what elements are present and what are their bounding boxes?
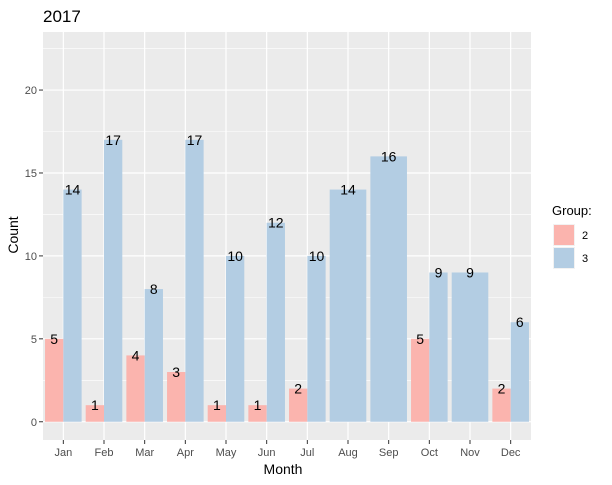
y-tick-label: 0 [31, 417, 37, 429]
bar-nov-group-3 [451, 272, 489, 422]
bar-value-label: 6 [516, 314, 524, 330]
y-axis-title: Count [5, 216, 21, 253]
x-tick-label: Jan [54, 447, 72, 459]
x-tick-label: May [216, 447, 237, 459]
bar-dec-group-3 [510, 322, 529, 422]
x-tick-label: Sep [379, 447, 399, 459]
x-tick-label: Jul [300, 447, 314, 459]
legend-label: 2 [582, 230, 588, 242]
bar-sep-group-3 [370, 156, 407, 422]
bar-jun-group-3 [266, 222, 285, 422]
bar-jul-group-3 [307, 255, 326, 422]
legend-title: Group: [552, 203, 592, 218]
bar-oct-group-3 [429, 272, 448, 422]
bar-value-label: 9 [466, 264, 474, 280]
bar-apr-group-2 [167, 372, 186, 422]
bar-value-label: 1 [254, 397, 262, 413]
bar-dec-group-2 [492, 388, 511, 422]
bar-labels: 5 14 1 17 4 8 3 17 1 10 1 12 2 10 14 16 5 9 9 2 6 [50, 132, 524, 413]
bar-value-label: 8 [150, 281, 158, 297]
bar-value-label: 5 [416, 331, 424, 347]
x-tick-label: Aug [338, 447, 358, 459]
bar-value-label: 14 [340, 182, 356, 198]
legend-swatch [554, 225, 574, 245]
bar-jul-group-2 [289, 388, 308, 422]
x-tick-label: Oct [421, 447, 438, 459]
legend-swatch [554, 248, 574, 268]
legend-item-2: 2 [553, 224, 588, 246]
bar-value-label: 2 [498, 381, 506, 397]
bar-value-label: 1 [213, 397, 221, 413]
bar-apr-group-3 [185, 139, 204, 422]
bar-value-label: 9 [435, 264, 443, 280]
bar-value-label: 1 [91, 397, 99, 413]
x-tick-label: Jun [258, 447, 276, 459]
bar-feb-group-3 [104, 139, 123, 422]
x-axis: Jan Feb Mar Apr May Jun Jul Aug Sep Oct Nov Dec [54, 440, 521, 459]
x-tick-label: Mar [135, 447, 154, 459]
bars [45, 139, 529, 422]
x-tick-label: Feb [95, 447, 114, 459]
bar-may-group-3 [226, 255, 245, 422]
x-axis-title: Month [264, 461, 303, 477]
bar-mar-group-3 [144, 289, 163, 422]
bar-value-label: 4 [132, 347, 140, 363]
bar-mar-group-2 [126, 355, 145, 422]
minor-grid [43, 48, 531, 381]
bar-value-label: 5 [50, 331, 58, 347]
bar-value-label: 2 [294, 381, 302, 397]
legend: Group: 2 3 [552, 203, 592, 269]
bar-value-label: 10 [309, 248, 325, 264]
legend-label: 3 [582, 253, 588, 265]
y-tick-label: 5 [31, 334, 37, 346]
x-tick-label: Apr [177, 447, 194, 459]
bar-jan-group-2 [45, 338, 64, 422]
bar-value-label: 12 [268, 215, 284, 231]
bar-value-label: 16 [381, 148, 397, 164]
bar-jun-group-2 [248, 405, 267, 422]
chart-title: 2017 [43, 7, 81, 26]
bar-aug-group-3 [329, 189, 367, 422]
bar-feb-group-2 [85, 405, 104, 422]
plot-panel [43, 32, 531, 440]
x-tick-label: Nov [460, 447, 480, 459]
x-tick-label: Dec [501, 447, 521, 459]
legend-item-3: 3 [553, 247, 588, 269]
bar-value-label: 14 [65, 182, 81, 198]
bar-value-label: 17 [187, 132, 203, 148]
y-tick-label: 10 [25, 251, 37, 263]
bar-may-group-2 [207, 405, 226, 422]
bar-value-label: 3 [172, 364, 180, 380]
bar-jan-group-3 [63, 189, 82, 422]
y-tick-label: 20 [25, 85, 37, 97]
bar-value-label: 17 [105, 132, 121, 148]
y-axis: 0 5 10 15 20 [25, 85, 43, 429]
bar-oct-group-2 [411, 338, 430, 422]
y-tick-label: 15 [25, 168, 37, 180]
bar-value-label: 10 [227, 248, 243, 264]
